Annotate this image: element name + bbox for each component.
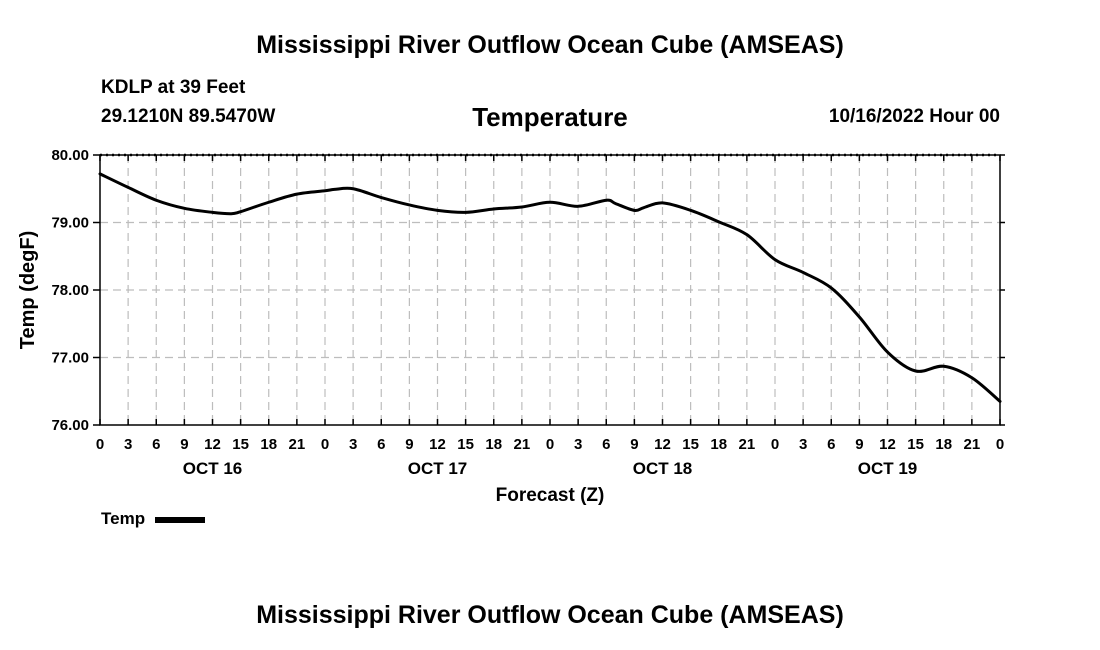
x-tick-label: 9 (855, 436, 863, 453)
x-tick-label: 12 (654, 436, 671, 453)
x-tick-label: 9 (630, 436, 638, 453)
y-tick-label: 79.00 (51, 215, 89, 232)
y-tick-label: 77.00 (51, 350, 89, 367)
x-tick-label: 21 (739, 436, 756, 453)
x-axis-label: Forecast (Z) (496, 485, 605, 506)
x-day-label: OCT 16 (183, 459, 243, 478)
x-tick-label: 15 (457, 436, 474, 453)
x-day-label: OCT 18 (633, 459, 693, 478)
x-axis: 0 3 6 9 12 15 18 21 0 3 6 9 12 15 18 21 0 3 6 9 12 15 18 21 0 3 6 9… (96, 155, 1004, 506)
x-tick-label: 15 (682, 436, 699, 453)
x-tick-label: 3 (349, 436, 357, 453)
legend-label: Temp (101, 509, 146, 528)
series-line-temp (98, 172, 1002, 403)
chart-title: Temperature (472, 102, 628, 132)
x-day-label: OCT 19 (858, 459, 918, 478)
x-tick-label: 0 (96, 436, 104, 453)
x-tick-label: 21 (964, 436, 981, 453)
y-tick-label: 80.00 (51, 147, 89, 164)
footer-title: Mississippi River Outflow Ocean Cube (AM… (256, 601, 844, 629)
x-tick-label: 3 (124, 436, 132, 453)
x-tick-label: 12 (204, 436, 221, 453)
x-tick-label: 18 (710, 436, 727, 453)
page-title: Mississippi River Outflow Ocean Cube (AM… (256, 31, 844, 59)
x-tick-label: 21 (514, 436, 531, 453)
x-tick-label: 9 (405, 436, 413, 453)
y-axis-label: Temp (degF) (17, 231, 39, 350)
legend: Temp (101, 509, 206, 529)
x-tick-label: 6 (377, 436, 385, 453)
x-tick-label: 0 (771, 436, 779, 453)
x-day-label: OCT 17 (408, 459, 468, 478)
x-tick-label: 12 (879, 436, 896, 453)
coordinates-label: 29.1210N 89.5470W (101, 106, 276, 127)
x-tick-label: 21 (289, 436, 306, 453)
x-tick-label: 0 (996, 436, 1004, 453)
x-tick-label: 9 (180, 436, 188, 453)
x-tick-label: 0 (546, 436, 554, 453)
y-tick-label: 78.00 (51, 282, 89, 299)
x-tick-label: 3 (799, 436, 807, 453)
temperature-chart: 0 3 6 9 12 15 18 21 0 3 6 9 12 15 18 21 0 3 6 9 12 15 18 21 0 3 6 9… (17, 147, 1005, 506)
x-tick-label: 18 (485, 436, 502, 453)
legend-swatch (155, 517, 206, 523)
y-axis: 80.00 79.00 78.00 77.00 76.00 Temp (degF) (17, 147, 1005, 434)
x-tick-label: 6 (152, 436, 160, 453)
x-tick-label: 18 (260, 436, 277, 453)
x-tick-label: 15 (232, 436, 249, 453)
x-tick-label: 6 (827, 436, 835, 453)
date-label: 10/16/2022 Hour 00 (828, 106, 1000, 127)
station-label: KDLP at 39 Feet (101, 77, 246, 98)
x-tick-label: 6 (602, 436, 610, 453)
x-tick-label: 3 (574, 436, 582, 453)
x-tick-label: 15 (907, 436, 924, 453)
x-tick-label: 12 (429, 436, 446, 453)
y-tick-label: 76.00 (51, 417, 89, 434)
grid-lines (100, 155, 1000, 425)
x-tick-label: 18 (935, 436, 952, 453)
x-tick-label: 0 (321, 436, 329, 453)
